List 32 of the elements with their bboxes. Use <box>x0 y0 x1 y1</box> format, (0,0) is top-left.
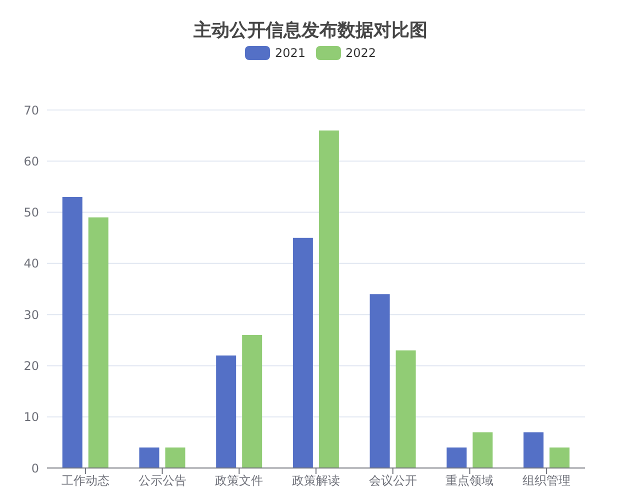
y-tick-label: 70 <box>24 103 39 118</box>
chart-title: 主动公开信息发布数据对比图 <box>192 19 428 42</box>
x-tick-label: 政策文件 <box>215 474 264 488</box>
y-tick-label: 40 <box>24 256 39 271</box>
legend-label: 2021 <box>274 46 306 60</box>
x-tick-label: 公示公告 <box>138 474 186 488</box>
y-tick-label: 10 <box>24 410 39 424</box>
bar <box>165 448 186 468</box>
bar <box>318 130 339 468</box>
y-tick-label: 30 <box>24 308 39 322</box>
x-tick-label: 工作动态 <box>61 474 110 488</box>
bar <box>446 448 467 468</box>
bar <box>472 432 493 468</box>
x-tick-label: 政策解读 <box>292 474 340 488</box>
bar <box>370 294 390 468</box>
x-tick-label: 重点领域 <box>446 474 494 488</box>
legend-label: 2022 <box>346 46 376 60</box>
bar <box>550 448 570 468</box>
bar <box>242 335 262 468</box>
y-tick-label: 0 <box>31 461 39 476</box>
bar <box>62 196 82 468</box>
bar <box>88 217 108 468</box>
y-tick-label: 60 <box>24 154 39 168</box>
x-tick-label: 会议公开 <box>368 474 417 488</box>
bar <box>292 238 313 468</box>
y-tick-label: 50 <box>24 206 39 220</box>
y-tick-label: 20 <box>24 358 39 373</box>
bar <box>396 350 416 468</box>
bar <box>524 432 544 468</box>
bar <box>216 355 236 468</box>
bar <box>139 448 160 468</box>
x-tick-label: 组织管理 <box>522 474 571 488</box>
